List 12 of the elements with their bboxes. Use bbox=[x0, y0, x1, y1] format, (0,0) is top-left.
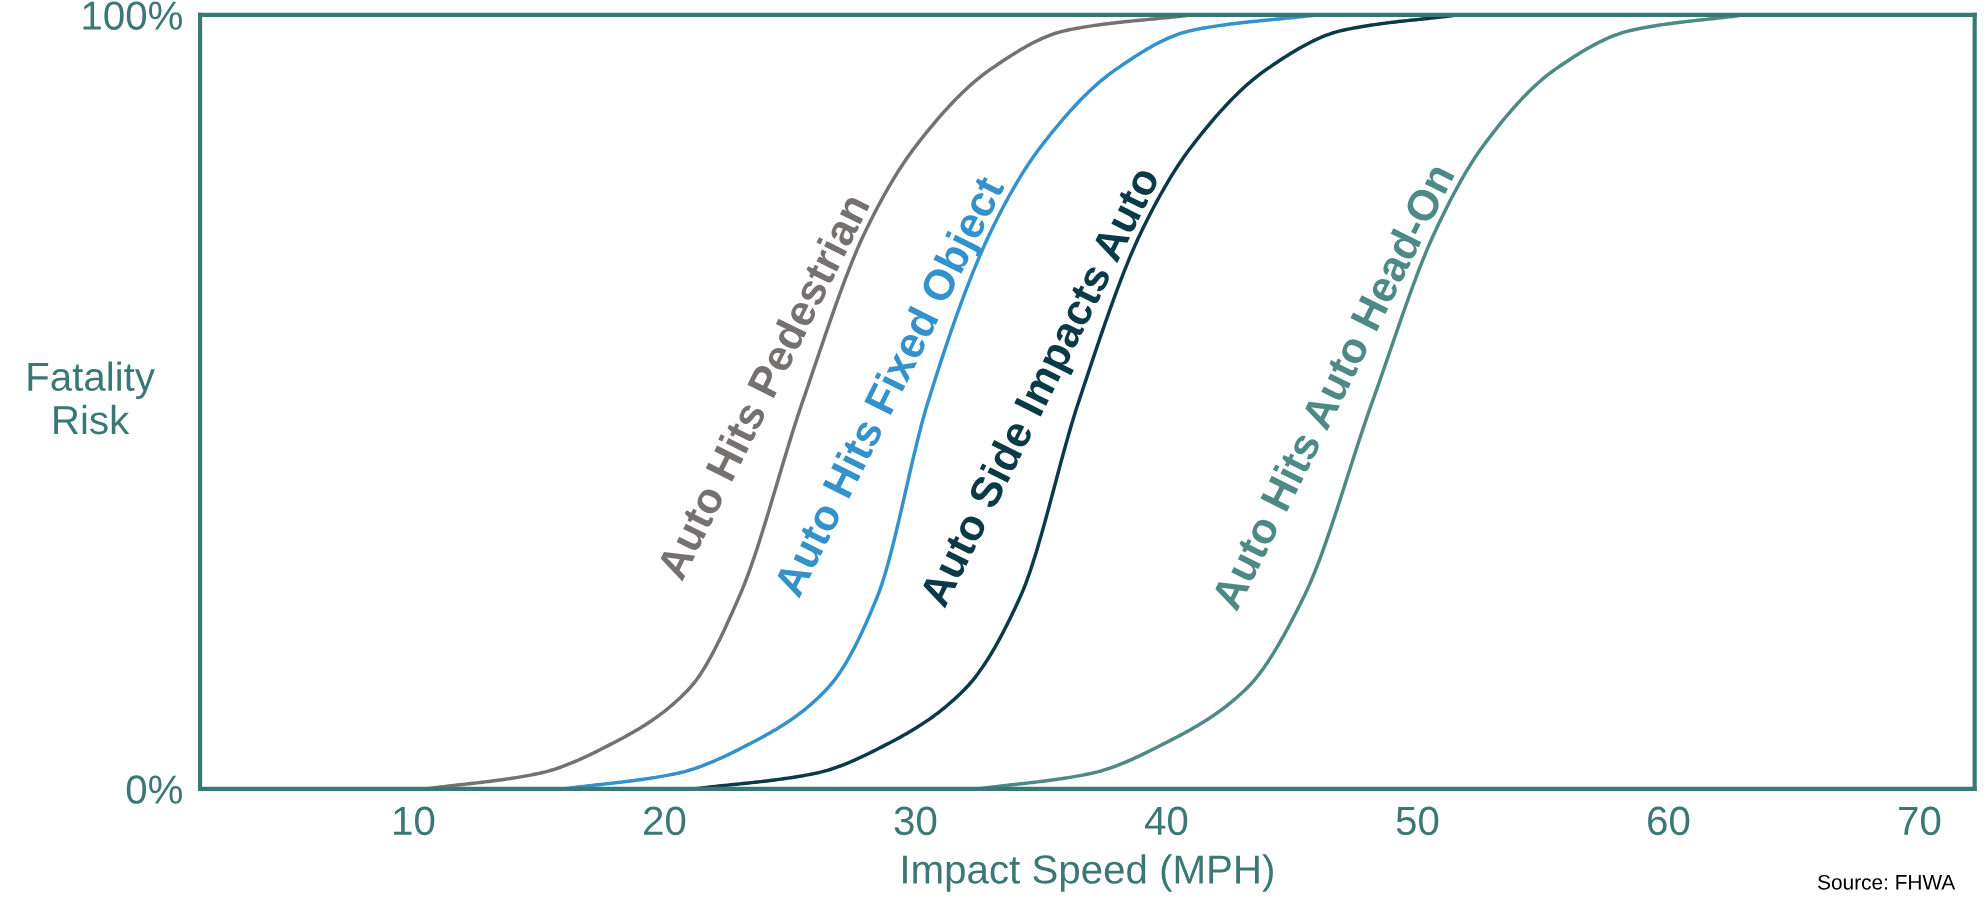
y-axis-title: Fatality Risk bbox=[28, 361, 155, 435]
x-tick-label: 40 bbox=[1144, 806, 1188, 836]
x-tick-label: 30 bbox=[894, 806, 937, 836]
x-tick-label: 70 bbox=[1899, 806, 1941, 836]
y-tick-label: 0% bbox=[126, 775, 182, 804]
x-tick-label: 60 bbox=[1648, 806, 1690, 836]
x-tick-label: 20 bbox=[644, 806, 686, 836]
y-tick-label: 100% bbox=[83, 1, 182, 30]
x-tick-label: 10 bbox=[394, 806, 435, 836]
x-axis-title: Impact Speed (MPH) bbox=[903, 854, 1273, 892]
x-tick-label: 50 bbox=[1396, 806, 1439, 836]
source-note: Source: FHWA bbox=[1818, 874, 1956, 890]
